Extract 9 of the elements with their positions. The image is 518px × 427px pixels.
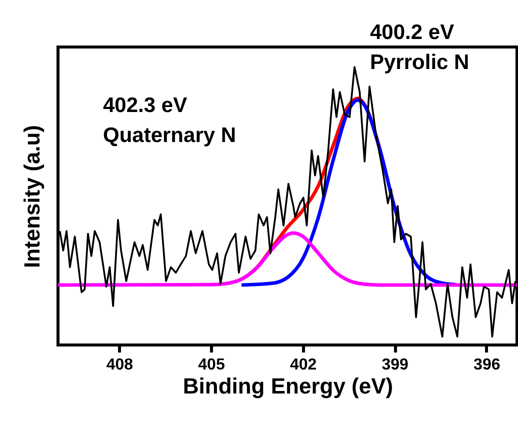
x-tick-label: 396 [474, 356, 500, 374]
x-tick-label: 399 [382, 356, 409, 374]
annotation: 402.3 eV Quaternary N [103, 94, 236, 147]
x-tick-label: 405 [198, 356, 225, 374]
x-tick-label: 402 [290, 356, 317, 374]
x-tick-label: 408 [106, 356, 134, 374]
y-axis-title: Intensity (a.u) [20, 124, 44, 268]
annotation: 400.2 eV Pyrrolic N [370, 21, 470, 74]
x-axis-title: Binding Energy (eV) [182, 374, 394, 398]
